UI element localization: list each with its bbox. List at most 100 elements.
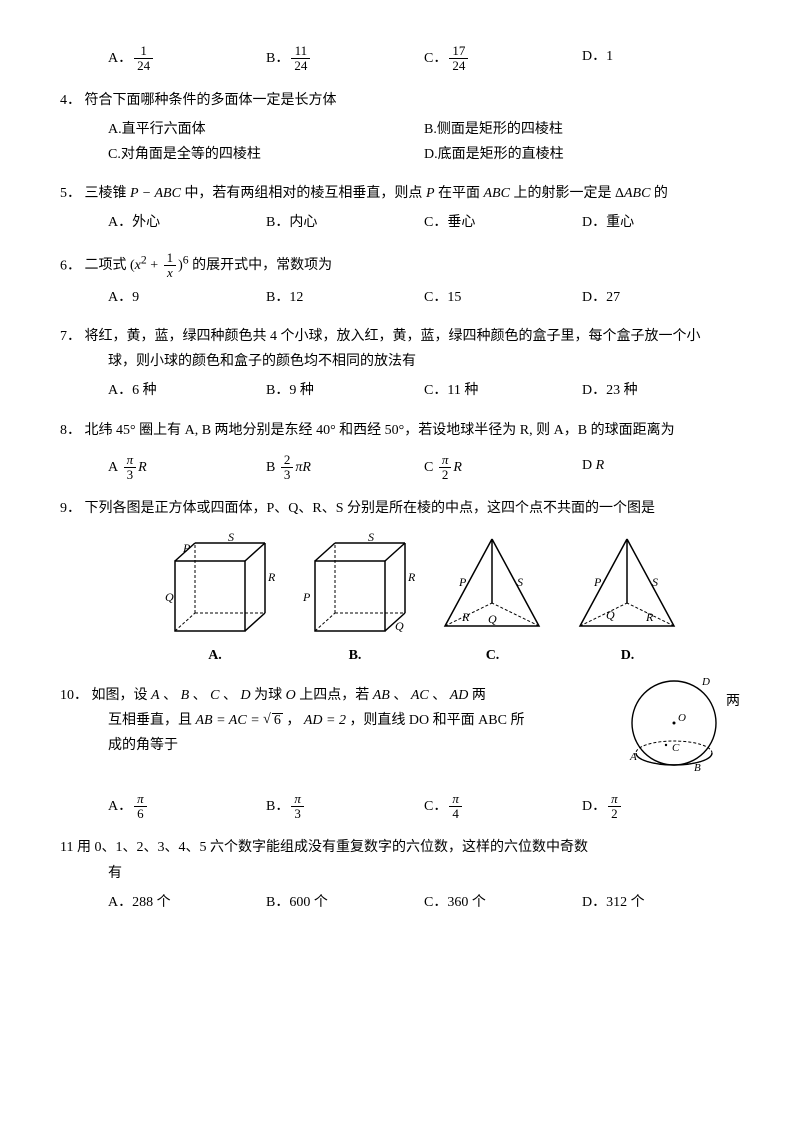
svg-text:B: B: [694, 762, 701, 774]
opt-text: 23 种: [606, 383, 638, 398]
q3-option-d[interactable]: D．1: [582, 44, 740, 74]
q8-option-c[interactable]: C π2R: [424, 453, 582, 483]
var: O: [286, 688, 296, 703]
t: 北纬: [85, 423, 117, 438]
tetrahedron-icon: P S R Q: [435, 531, 550, 641]
q8: 8． 北纬 45° 圈上有 A, B 两地分别是东经 40° 和西经 50°，若…: [60, 418, 740, 483]
opt-text: 内心: [289, 215, 317, 230]
svg-text:Q: Q: [395, 619, 404, 633]
opt-label: A．: [108, 383, 132, 398]
opt-label: B．: [266, 383, 289, 398]
sqrt-icon: √: [263, 712, 271, 727]
opt-label: B．: [266, 290, 289, 305]
q6-option-a[interactable]: A．9: [108, 285, 266, 310]
q5-option-b[interactable]: B．内心: [266, 210, 424, 235]
var: P: [426, 186, 435, 201]
q11-option-b[interactable]: B．600 个: [266, 890, 424, 915]
svg-text:P: P: [458, 575, 467, 589]
q9-num: 9．: [60, 501, 81, 516]
q7: 7． 将红，黄，蓝，绿四种颜色共 4 个小球，放入红，黄，蓝，绿四种颜色的盒子里…: [60, 324, 740, 404]
q3-option-c[interactable]: C．1724: [424, 44, 582, 74]
q8-option-d[interactable]: D R: [582, 453, 740, 483]
var: R: [138, 460, 147, 475]
opt-label: D.: [424, 147, 438, 162]
q8-option-a[interactable]: A π3R: [108, 453, 266, 483]
q11-text2: 有: [108, 861, 740, 886]
svg-text:S: S: [652, 575, 658, 589]
t: 、: [390, 688, 411, 703]
q5-option-c[interactable]: C．垂心: [424, 210, 582, 235]
opt-label: A．: [108, 799, 132, 814]
var: AB: [373, 688, 390, 703]
opt-label: A．: [108, 290, 132, 305]
opt-text: 15: [447, 290, 461, 305]
fig-label: C.: [435, 643, 550, 668]
opt-text: 360 个: [447, 895, 486, 910]
opt-label: C．: [424, 51, 447, 66]
opt-text: 侧面是矩形的四棱柱: [437, 122, 563, 137]
opt-label: D．: [582, 383, 606, 398]
q7-option-a[interactable]: A．6 种: [108, 378, 266, 403]
q4-option-c[interactable]: C.对角面是全等的四棱柱: [108, 142, 424, 167]
frac-den: 24: [291, 59, 310, 73]
svg-text:R: R: [267, 570, 275, 584]
frac-num: 11: [291, 44, 310, 59]
q10-option-d[interactable]: D．π2: [582, 792, 740, 822]
q5: 5． 三棱锥 P − ABC 中，若有两组相对的棱互相垂直，则点 P 在平面 A…: [60, 181, 740, 235]
opt-label: A．: [108, 51, 132, 66]
deg: 40°: [316, 423, 336, 438]
q6-text: 二项式 (x2 + 1x)6 的展开式中，常数项为: [85, 258, 333, 273]
q3-option-a[interactable]: A．124: [108, 44, 266, 74]
q10-num: 10．: [60, 688, 88, 703]
tetrahedron-icon: P S Q R: [570, 531, 685, 641]
q7-option-b[interactable]: B．9 种: [266, 378, 424, 403]
svg-text:P: P: [182, 541, 191, 555]
opt-text: 垂心: [447, 215, 475, 230]
q4-option-a[interactable]: A.直平行六面体: [108, 117, 424, 142]
frac-den: 24: [134, 59, 153, 73]
q11-option-c[interactable]: C．360 个: [424, 890, 582, 915]
t: 、: [429, 688, 450, 703]
svg-text:P: P: [302, 590, 311, 604]
q8-num: 8．: [60, 423, 81, 438]
q8-option-b[interactable]: B 23πR: [266, 453, 424, 483]
q10-option-b[interactable]: B．π3: [266, 792, 424, 822]
q6-option-c[interactable]: C．15: [424, 285, 582, 310]
opt-label: D．: [582, 799, 606, 814]
q9-text: 下列各图是正方体或四面体，P、Q、R、S 分别是所在棱的中点，这四个点不共面的一…: [85, 501, 656, 516]
t: 互相垂直，且: [108, 713, 196, 728]
q10-option-a[interactable]: A．π6: [108, 792, 266, 822]
q5-option-d[interactable]: D．重心: [582, 210, 740, 235]
q11-text1: 用 0、1、2、3、4、5 六个数字能组成没有重复数字的六位数，这样的六位数中奇…: [77, 840, 588, 855]
opt-label: B: [266, 460, 275, 475]
svg-text:Q: Q: [606, 608, 615, 622]
t: 二项式 (: [85, 258, 135, 273]
q11-option-a[interactable]: A．288 个: [108, 890, 266, 915]
q7-option-d[interactable]: D．23 种: [582, 378, 740, 403]
q6-option-d[interactable]: D．27: [582, 285, 740, 310]
opt-text: 底面是矩形的直棱柱: [438, 147, 564, 162]
q10-option-c[interactable]: C．π4: [424, 792, 582, 822]
q7-num: 7．: [60, 329, 81, 344]
q4-option-b[interactable]: B.侧面是矩形的四棱柱: [424, 117, 740, 142]
q9-fig-d: P S Q R D.: [570, 531, 685, 668]
q10-line3: 成的角等于: [108, 733, 606, 758]
var: ABC: [624, 186, 650, 201]
opt-text: 600 个: [289, 895, 328, 910]
t: 的: [650, 186, 668, 201]
q5-option-a[interactable]: A．外心: [108, 210, 266, 235]
q7-option-c[interactable]: C．11 种: [424, 378, 582, 403]
opt-label: D．: [582, 290, 606, 305]
opt-label: D．: [582, 49, 606, 64]
var: AD: [450, 688, 469, 703]
q4-option-d[interactable]: D.底面是矩形的直棱柱: [424, 142, 740, 167]
q9-figures: P S Q R A. S P R Q: [100, 531, 740, 668]
q6-option-b[interactable]: B．12: [266, 285, 424, 310]
q3-option-b[interactable]: B．1124: [266, 44, 424, 74]
opt-label: B．: [266, 799, 289, 814]
svg-text:P: P: [593, 575, 602, 589]
fig-label: D.: [570, 643, 685, 668]
opt-label: C．: [424, 799, 447, 814]
q11-option-d[interactable]: D．312 个: [582, 890, 740, 915]
opt-label: A．: [108, 215, 132, 230]
